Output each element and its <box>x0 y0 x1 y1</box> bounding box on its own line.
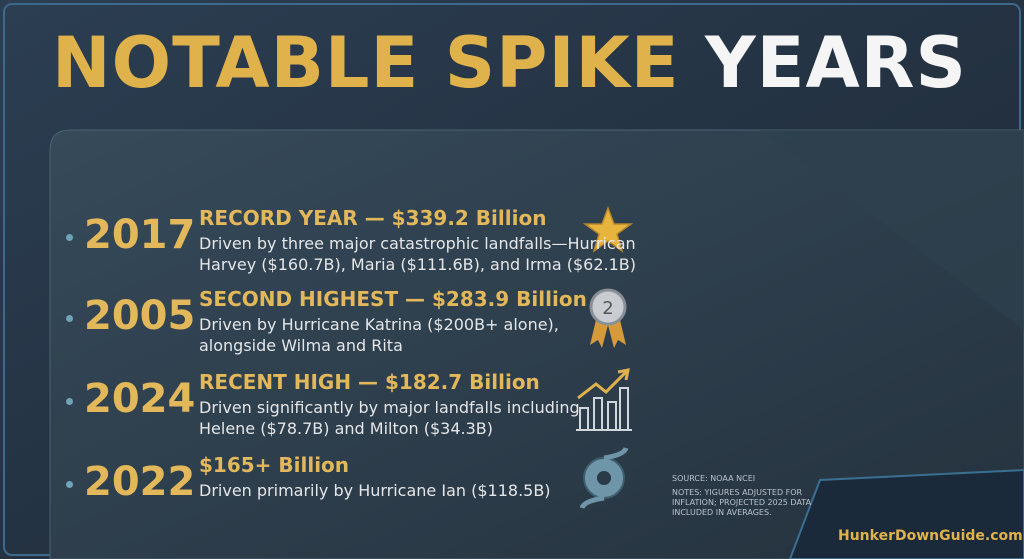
title-rest: YEARS <box>704 22 967 104</box>
item-heading: $165+ Billion <box>199 453 350 477</box>
bullet <box>66 398 73 405</box>
item-description: Driven by three major catastrophic landf… <box>199 234 636 253</box>
year: 2005 <box>84 293 196 339</box>
star-icon <box>582 205 634 253</box>
year: 2024 <box>84 376 196 422</box>
medal-icon: 2 <box>589 288 627 348</box>
item-description: Harvey ($160.7B), Maria ($111.6B), and I… <box>199 255 636 274</box>
item-heading: SECOND HIGHEST — $283.9 Billion <box>199 287 587 311</box>
year: 2022 <box>84 459 196 505</box>
growth-chart-icon <box>576 368 632 431</box>
item-description: Driven by Hurricane Katrina ($200B+ alon… <box>199 315 559 334</box>
notes: NOTES: YIGURES ADJUSTED FOR INFLATION; PR… <box>672 488 811 518</box>
item-description: Driven primarily by Hurricane Ian ($118.… <box>199 481 551 500</box>
notes-line: INFLATION; PROJECTED 2025 DATA <box>672 498 812 507</box>
notes-line: INCLUDED IN AVERAGES. <box>672 508 772 517</box>
source: SOURCE: NOAA NCEI <box>672 474 756 483</box>
notes-line: NOTES: YIGURES ADJUSTED FOR <box>672 488 803 497</box>
hurricane-icon <box>579 446 629 510</box>
svg-text:2: 2 <box>602 298 613 319</box>
item-description: Driven significantly by major landfalls … <box>199 398 580 417</box>
item-description: alongside Wilma and Rita <box>199 336 403 355</box>
item-heading: RECENT HIGH — $182.7 Billion <box>199 370 540 394</box>
item-heading: RECORD YEAR — $339.2 Billion <box>199 206 547 230</box>
title-highlight: NOTABLE SPIKE <box>52 22 680 104</box>
bullet <box>66 481 73 488</box>
bullet <box>66 315 73 322</box>
year: 2017 <box>84 212 196 258</box>
brand: HunkerDownGuide.com <box>838 528 1023 544</box>
item-description: Helene ($78.7B) and Milton ($34.3B) <box>199 419 494 438</box>
title: NOTABLE SPIKE YEARS <box>52 22 967 104</box>
bullet <box>66 234 73 241</box>
